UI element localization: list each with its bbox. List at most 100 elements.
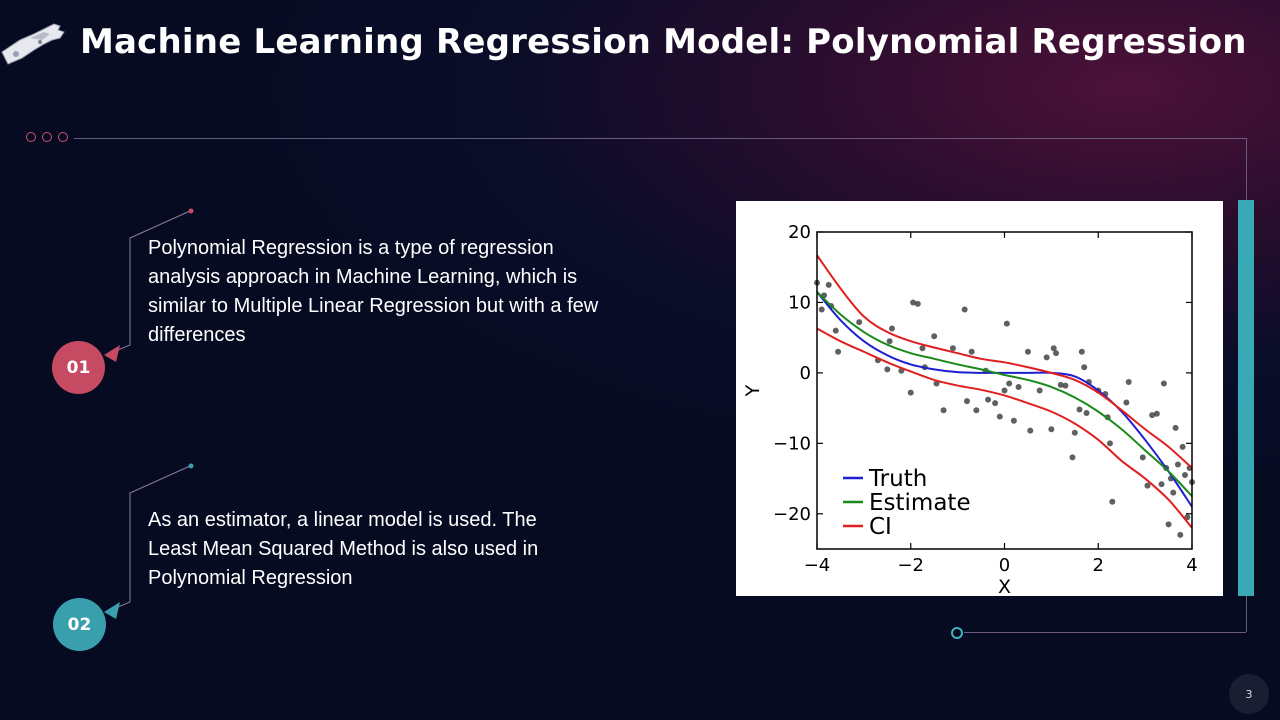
pointer-arrow-icon xyxy=(104,345,120,362)
scatter-point xyxy=(1069,454,1076,461)
scatter-point xyxy=(1177,531,1184,538)
scatter-point xyxy=(973,407,980,414)
connector-01 xyxy=(104,208,194,362)
scatter-point xyxy=(1083,410,1090,417)
scatter-point xyxy=(832,327,839,334)
scatter-point xyxy=(910,299,917,306)
scatter-point xyxy=(1160,380,1167,387)
scatter-point xyxy=(1027,427,1034,434)
y-tick-label: −10 xyxy=(773,433,811,454)
dot-icon xyxy=(58,132,68,142)
point-connectors xyxy=(104,208,194,619)
scatter-point xyxy=(1048,426,1055,433)
scatter-point xyxy=(825,281,832,288)
scatter-point xyxy=(1172,424,1179,431)
legend-label: Truth xyxy=(868,466,927,492)
y-tick-label: 20 xyxy=(788,222,811,243)
y-tick-label: −20 xyxy=(773,504,811,525)
series-line-truth xyxy=(816,291,1193,508)
x-tick-label: 2 xyxy=(1093,555,1104,576)
x-tick-label: −4 xyxy=(804,555,831,576)
scatter-point xyxy=(931,333,938,340)
frame-node-icon xyxy=(951,627,963,639)
connector-end-dot xyxy=(188,208,194,214)
scatter-point xyxy=(1139,454,1146,461)
scatter-point xyxy=(1043,354,1050,361)
scatter-point xyxy=(940,407,947,414)
scatter-point xyxy=(1144,482,1151,489)
frame-line-top xyxy=(74,138,1246,139)
y-tick-label: 0 xyxy=(800,363,811,384)
scatter-point xyxy=(1006,380,1013,387)
y-axis-label: Y xyxy=(742,384,764,397)
regression-chart: −4 −2 0 2 4 20 10 0 −10 −20 X Y Truth Estimate CI xyxy=(736,201,1223,598)
series-line-estimate xyxy=(816,291,1193,497)
scatter-point xyxy=(1170,489,1177,496)
scatter-point xyxy=(1174,461,1181,468)
point-text: Polynomial Regression is a type of regre… xyxy=(148,237,599,346)
scatter-point xyxy=(1036,387,1043,394)
series-line-ci-lower xyxy=(816,327,1193,529)
scatter-point xyxy=(1165,521,1172,528)
scatter-point xyxy=(992,400,999,407)
robot-hand-icon xyxy=(1,23,65,65)
scatter-point xyxy=(1179,443,1186,450)
series-line-ci xyxy=(816,254,1193,469)
accent-bar xyxy=(1238,200,1254,596)
dot-icon xyxy=(42,132,52,142)
scatter-point xyxy=(1109,498,1116,505)
point-number-badge: 02 xyxy=(53,598,106,651)
scatter-point xyxy=(919,345,926,352)
decorative-dots xyxy=(26,132,68,142)
scatter-point xyxy=(1062,382,1069,389)
scatter-point xyxy=(1024,348,1031,355)
scatter-point xyxy=(1071,429,1078,436)
scatter-point xyxy=(1125,379,1132,386)
point-number-badge: 01 xyxy=(52,341,105,394)
connector-end-dot xyxy=(188,463,194,469)
scatter-point xyxy=(884,366,891,373)
scatter-point xyxy=(856,319,863,326)
scatter-point xyxy=(1149,412,1156,419)
scatter-point xyxy=(968,348,975,355)
frame-line-bottom xyxy=(964,632,1246,633)
dot-icon xyxy=(26,132,36,142)
scatter-point xyxy=(1078,348,1085,355)
scatter-point xyxy=(1076,406,1083,413)
x-tick-label: 4 xyxy=(1186,555,1197,576)
scatter-point xyxy=(1153,410,1160,417)
scatter-point xyxy=(1001,387,1008,394)
scatter-point xyxy=(1053,350,1060,357)
scatter-point xyxy=(1050,345,1057,352)
y-tick-label: 10 xyxy=(788,292,811,313)
scatter-point xyxy=(914,300,921,307)
x-tick-label: 0 xyxy=(999,555,1010,576)
scatter-point xyxy=(1003,320,1010,327)
page-number: 3 xyxy=(1229,674,1269,714)
x-tick-label: −2 xyxy=(897,555,924,576)
scatter-point xyxy=(907,389,914,396)
pointer-arrow-icon xyxy=(104,602,120,619)
scatter-point xyxy=(1158,481,1165,488)
scatter-point xyxy=(964,398,970,405)
legend-label: CI xyxy=(869,514,892,540)
point-text: As an estimator, a linear model is used.… xyxy=(148,509,539,589)
x-axis-label: X xyxy=(998,576,1011,596)
scatter-point xyxy=(889,325,895,332)
scatter-point xyxy=(1181,472,1188,479)
scatter-point xyxy=(1015,383,1022,390)
slide-title: Machine Learning Regression Model: Polyn… xyxy=(80,22,1247,62)
scatter-point xyxy=(1010,417,1017,424)
scatter-point xyxy=(949,345,956,352)
scatter-point xyxy=(835,348,842,355)
scatter-point xyxy=(1106,440,1113,447)
scatter-point xyxy=(818,306,825,313)
legend-label: Estimate xyxy=(869,490,971,516)
scatter-point xyxy=(996,413,1003,420)
scatter-point xyxy=(1081,364,1088,371)
scatter-point xyxy=(1057,381,1064,388)
connector-02 xyxy=(104,463,194,619)
scatter-point xyxy=(886,338,893,345)
